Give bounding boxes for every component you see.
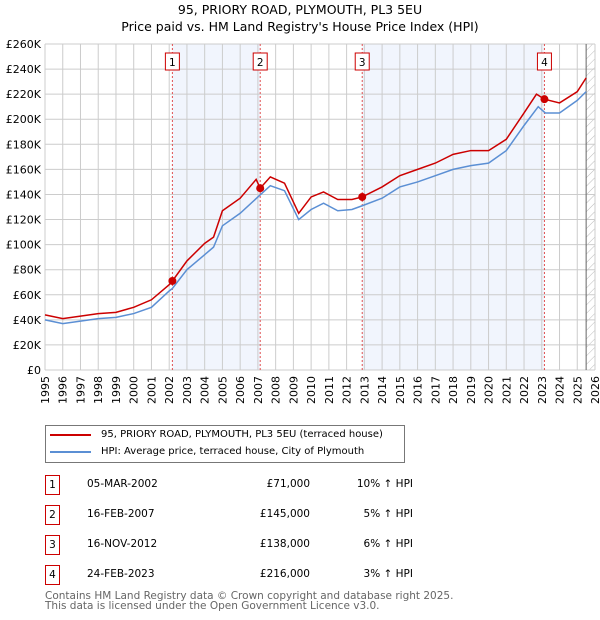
x-tick-label: 2024 — [554, 376, 567, 404]
legend-item-property: 95, PRIORY ROAD, PLYMOUTH, PL3 5EU (terr… — [50, 429, 383, 440]
sale-price: £71,000 — [266, 478, 310, 490]
sale-label: 1 — [169, 57, 176, 69]
y-tick-label: £80K — [13, 264, 42, 277]
forecast-hatch — [586, 44, 595, 370]
sale-label-box — [536, 52, 552, 71]
sale-price: £145,000 — [259, 508, 310, 520]
legend-label: HPI: Average price, terraced house, City… — [101, 446, 365, 457]
sale-hpi-diff: 5% ↑ HPI — [363, 508, 413, 520]
sale-date: 16-NOV-2012 — [87, 538, 158, 550]
x-tick-label: 1998 — [92, 376, 105, 404]
sale-hpi-diff: 6% ↑ HPI — [363, 538, 413, 550]
sale-point — [168, 276, 177, 285]
y-tick-label: £220K — [6, 88, 42, 101]
sale-number-badge: 1 — [45, 475, 60, 495]
legend-swatch-red — [50, 433, 91, 436]
x-tick-label: 2008 — [270, 376, 283, 404]
y-tick-label: £100K — [6, 239, 42, 252]
chart-subtitle: Price paid vs. HM Land Registry's House … — [121, 19, 479, 34]
sale-label: 4 — [541, 57, 548, 69]
x-tick-label: 2022 — [518, 376, 531, 404]
sale-date: 05-MAR-2002 — [87, 478, 158, 490]
x-tick-label: 2019 — [465, 376, 478, 404]
x-tick-label: 1999 — [110, 376, 123, 404]
x-tick-label: 2020 — [483, 376, 496, 404]
sale-date: 16-FEB-2007 — [87, 508, 155, 520]
y-tick-label: £140K — [6, 188, 42, 201]
sale-label: 2 — [257, 57, 264, 69]
y-tick-label: £120K — [6, 214, 42, 227]
sale-date: 24-FEB-2023 — [87, 568, 155, 580]
y-tick-label: £20K — [13, 339, 42, 352]
x-tick-label: 2007 — [252, 376, 265, 404]
x-tick-label: 2017 — [429, 376, 442, 404]
x-tick-label: 2003 — [181, 376, 194, 404]
x-tick-label: 2009 — [287, 376, 300, 404]
sale-hpi-diff: 10% ↑ HPI — [356, 478, 413, 490]
sale-price: £216,000 — [259, 568, 310, 580]
sale-label: 3 — [359, 57, 366, 69]
sale-number-badge: 4 — [45, 565, 60, 585]
price-chart: 1995 1996 1997 1998 1999 2000 2001 2002 2003 2004… — [6, 38, 600, 404]
x-tick-label: 2010 — [305, 376, 318, 404]
sale-point — [540, 95, 549, 104]
y-tick-label: £240K — [6, 63, 42, 76]
x-tick-label: 2000 — [128, 376, 141, 404]
x-tick-label: 2023 — [536, 376, 549, 404]
sale-row: 3 16-NOV-2012 £138,000 6% ↑ HPI — [45, 535, 445, 555]
x-tick-label: 2011 — [323, 376, 336, 404]
footer: Contains HM Land Registry data © Crown c… — [45, 590, 454, 612]
sale-point — [256, 184, 265, 193]
x-tick-label: 2006 — [234, 376, 247, 404]
x-tick-label: 1997 — [74, 376, 87, 404]
x-tick-label: 2005 — [216, 376, 229, 404]
sale-row: 4 24-FEB-2023 £216,000 3% ↑ HPI — [45, 565, 445, 585]
x-tick-label: 2025 — [571, 376, 584, 404]
sale-label-box — [354, 52, 370, 71]
y-tick-label: £40K — [13, 314, 42, 327]
y-tick-label: £0 — [27, 364, 41, 377]
sale-label-box — [252, 52, 268, 71]
x-tick-label: 2004 — [199, 376, 212, 404]
sale-row: 2 16-FEB-2007 £145,000 5% ↑ HPI — [45, 505, 445, 525]
legend-label: 95, PRIORY ROAD, PLYMOUTH, PL3 5EU (terr… — [101, 429, 383, 440]
x-tick-label: 2014 — [376, 376, 389, 404]
sale-number-badge: 3 — [45, 535, 60, 555]
x-tick-label: 2018 — [447, 376, 460, 404]
footer-line: Contains HM Land Registry data © Crown c… — [45, 590, 454, 602]
x-tick-label: 2026 — [589, 376, 600, 404]
sale-hpi-diff: 3% ↑ HPI — [363, 568, 413, 580]
footer-line: This data is licensed under the Open Gov… — [45, 600, 380, 612]
x-tick-label: 2021 — [500, 376, 513, 404]
hpi-line — [44, 91, 587, 325]
y-tick-label: £180K — [6, 138, 42, 151]
x-tick-label: 2002 — [163, 376, 176, 404]
y-tick-label: £200K — [6, 113, 42, 126]
sale-label-box — [164, 52, 180, 71]
sale-row: 1 05-MAR-2002 £71,000 10% ↑ HPI — [45, 475, 445, 495]
sale-price: £138,000 — [259, 538, 310, 550]
legend-swatch-blue — [50, 450, 91, 453]
sale-number-badge: 2 — [45, 505, 60, 525]
x-tick-label: 1995 — [39, 376, 52, 404]
x-tick-label: 2012 — [341, 376, 354, 404]
x-tick-label: 2001 — [145, 376, 158, 404]
property-price-line — [44, 77, 587, 320]
legend: 95, PRIORY ROAD, PLYMOUTH, PL3 5EU (terr… — [45, 425, 405, 463]
legend-item-hpi: HPI: Average price, terraced house, City… — [50, 446, 364, 457]
chart-title: 95, PRIORY ROAD, PLYMOUTH, PL3 5EU — [177, 2, 423, 17]
sale-point — [358, 192, 367, 201]
y-tick-label: £60K — [13, 289, 42, 302]
y-tick-label: £160K — [6, 163, 42, 176]
x-tick-label: 1996 — [57, 376, 70, 404]
x-tick-label: 2016 — [412, 376, 425, 404]
y-tick-label: £260K — [6, 38, 42, 51]
x-tick-label: 2015 — [394, 376, 407, 404]
x-tick-label: 2013 — [358, 376, 371, 404]
